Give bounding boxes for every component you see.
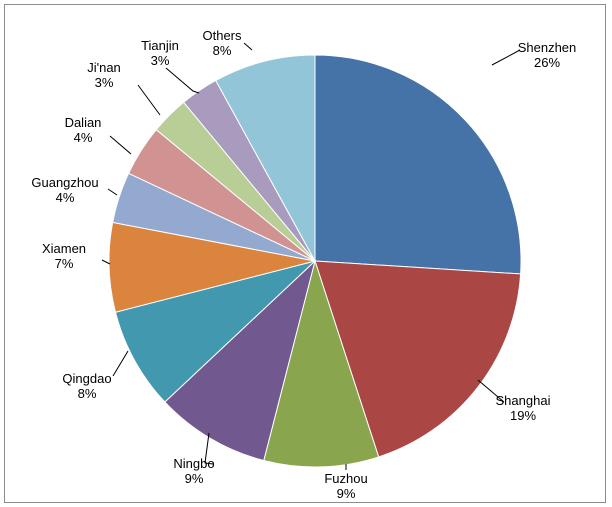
slice-category-xiamen: Xiamen: [42, 241, 86, 256]
leader-line-shanghai: [477, 379, 505, 403]
slice-value-fuzhou: 9%: [337, 486, 356, 501]
slice-category-shanghai: Shanghai: [496, 393, 551, 408]
slice-label-shanghai: Shanghai 19%: [496, 393, 551, 423]
leader-line-ji-nan: [137, 84, 161, 116]
slice-category-qingdao: Qingdao: [62, 371, 111, 386]
slice-label-xiamen: Xiamen 7%: [42, 241, 86, 271]
pie-slice-shenzhen: [314, 54, 522, 275]
pie-slice-qingdao: [114, 260, 316, 403]
leader-line-xiamen: [101, 259, 111, 265]
slice-label-shenzhen: Shenzhen 26%: [518, 40, 577, 70]
slice-value-shanghai: 19%: [510, 408, 536, 423]
leader-line-shenzhen: [491, 49, 521, 66]
leader-line-others: [243, 42, 253, 51]
pie-slice-others: [215, 54, 316, 262]
leader-line-ningbo: [204, 432, 214, 465]
slice-value-xiamen: 7%: [55, 256, 74, 271]
slice-label-ningbo: Ningbo 9%: [173, 456, 214, 486]
slice-category-fuzhou: Fuzhou: [324, 471, 367, 486]
slice-label-qingdao: Qingdao 8%: [62, 371, 111, 401]
slice-label-dalian: Dalian 4%: [65, 115, 102, 145]
slice-category-guangzhou: Guangzhou: [31, 175, 98, 190]
slice-value-dalian: 4%: [74, 130, 93, 145]
slice-label-tianjin: Tianjin 3%: [141, 38, 179, 68]
leader-line-qingdao: [112, 350, 129, 377]
slice-value-guangzhou: 4%: [56, 190, 75, 205]
slice-label-ji-nan: Ji'nan 3%: [87, 60, 121, 90]
slice-value-qingdao: 8%: [78, 386, 97, 401]
slice-value-ji-nan: 3%: [95, 75, 114, 90]
slice-category-ji-nan: Ji'nan: [87, 60, 121, 75]
slice-category-dalian: Dalian: [65, 115, 102, 130]
slice-category-others: Others: [202, 28, 242, 43]
slice-value-shenzhen: 26%: [534, 55, 560, 70]
leader-line-dalian: [109, 135, 132, 155]
slice-value-tianjin: 3%: [151, 53, 170, 68]
slice-label-guangzhou: Guangzhou 4%: [31, 175, 98, 205]
pie-slice-fuzhou: [263, 259, 380, 468]
slice-label-others: Others 8%: [202, 28, 242, 58]
slice-category-shenzhen: Shenzhen: [518, 40, 577, 55]
slice-value-ningbo: 9%: [185, 471, 204, 486]
pie-slice-ningbo: [164, 259, 316, 462]
leader-line-tianjin: [165, 67, 200, 94]
slice-category-ningbo: Ningbo: [173, 456, 214, 471]
slice-label-fuzhou: Fuzhou 9%: [324, 471, 367, 501]
pie-slice-shanghai: [314, 260, 522, 458]
leader-line-guangzhou: [107, 188, 118, 196]
slice-category-tianjin: Tianjin: [141, 38, 179, 53]
slice-value-others: 8%: [213, 43, 232, 58]
